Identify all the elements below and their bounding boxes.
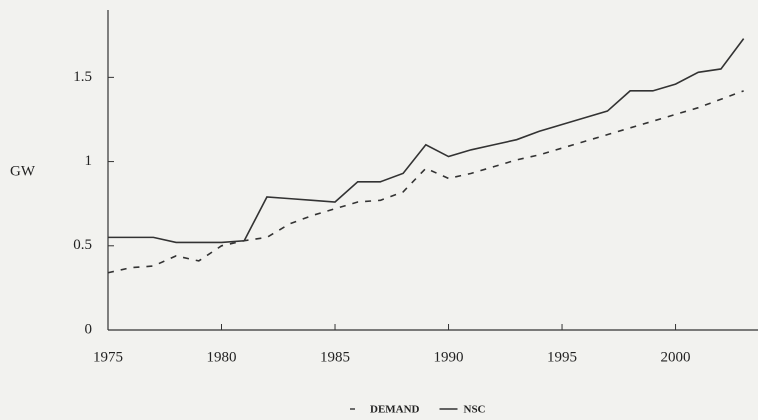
x-tick-label: 1985 [320,349,350,365]
legend-label: DEMAND [370,404,420,416]
x-tick-label: 2000 [661,349,691,365]
line-series [107,90,744,274]
legend-label: NSC [464,404,486,416]
legend: DEMAND NSC [350,404,486,416]
y-tick-label: 0 [85,321,93,337]
x-tick-label: 1980 [207,349,237,365]
y-axis-label: GW [10,163,36,179]
x-tick-label: 1995 [547,349,577,365]
y-tick-label: 0.5 [73,237,92,253]
x-tick-label: 1990 [434,349,464,365]
line-series [108,38,745,244]
y-tick-label: 1.5 [73,69,92,85]
x-tick-label: 1975 [93,349,123,365]
y-tick-label: 1 [85,153,93,169]
